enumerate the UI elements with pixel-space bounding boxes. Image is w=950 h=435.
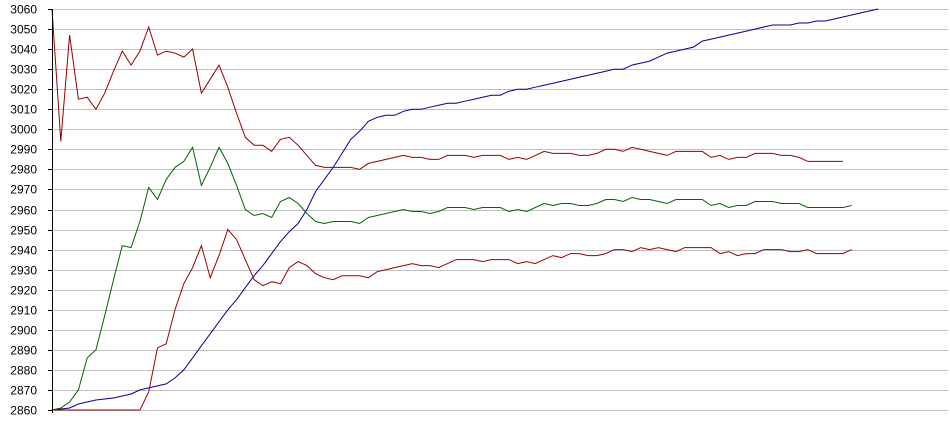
y-tick-label: 2880 xyxy=(10,364,37,378)
y-tick-label: 3030 xyxy=(10,63,37,77)
y-axis-ticks: 2860 2870 2880 2890 2900 2910 2920 2930 2940 2950… xyxy=(10,3,52,418)
y-tick-label: 2920 xyxy=(10,284,37,298)
y-tick-label: 2980 xyxy=(10,163,37,177)
y-tick-label: 2910 xyxy=(10,304,37,318)
y-tick-label: 3000 xyxy=(10,123,37,137)
series-line-red-lower xyxy=(52,228,852,411)
y-tick-label: 3040 xyxy=(10,43,37,57)
y-tick-label: 2900 xyxy=(10,324,37,338)
y-tick-label: 3060 xyxy=(10,3,37,17)
y-tick-label: 2930 xyxy=(10,264,37,278)
series-line-red-upper xyxy=(51,8,843,170)
y-tick-label: 2890 xyxy=(10,344,37,358)
y-tick-label: 2950 xyxy=(10,224,37,238)
y-tick-label: 3010 xyxy=(10,103,37,117)
series-lines xyxy=(51,8,879,411)
y-tick-label: 2970 xyxy=(10,183,37,197)
series-line-green xyxy=(51,146,852,411)
y-tick-label: 2990 xyxy=(10,143,37,157)
y-tick-label: 2960 xyxy=(10,204,37,218)
y-tick-label: 2860 xyxy=(10,404,37,418)
y-tick-label: 2940 xyxy=(10,244,37,258)
series-line-blue xyxy=(51,8,879,411)
y-tick-label: 3020 xyxy=(10,83,37,97)
y-tick-label: 2870 xyxy=(10,384,37,398)
y-tick-label: 3050 xyxy=(10,23,37,37)
gridlines xyxy=(52,9,948,411)
